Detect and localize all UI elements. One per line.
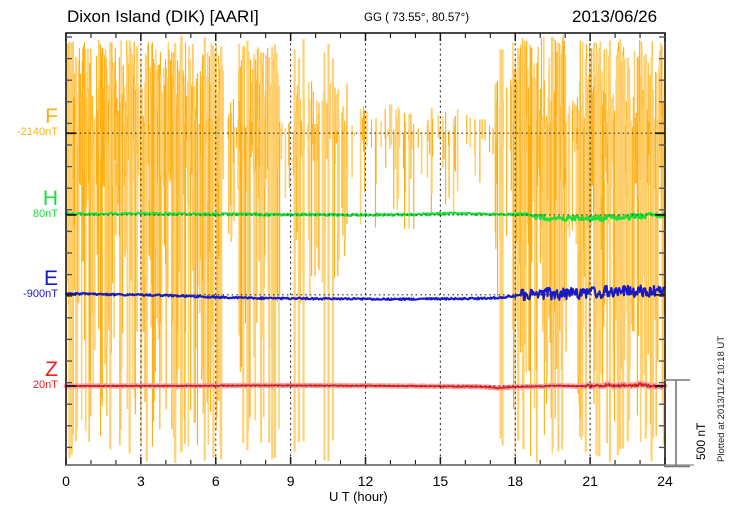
axis-symbol-H: H	[42, 186, 58, 210]
axis-value-E: -900nT	[23, 287, 58, 300]
xtick-label-15: 15	[433, 473, 449, 489]
axis-value-F: -2140nT	[17, 126, 58, 139]
x-axis-title: U T (hour)	[329, 489, 388, 504]
axis-symbol-F: F	[45, 105, 58, 129]
axis-symbol-E: E	[43, 266, 58, 290]
axis-value-H: 80nT	[32, 207, 58, 220]
scale-bar-label: 500 nT	[694, 423, 708, 461]
trace-F	[65, 35, 666, 463]
observation-date: 2013/06/26	[572, 7, 658, 26]
axis-label-Z: Z 20nT	[32, 357, 58, 392]
axis-label-H: H 80nT	[32, 186, 58, 221]
xtick-label-12: 12	[358, 473, 374, 489]
xtick-label-18: 18	[507, 473, 523, 489]
axis-value-Z: 20nT	[32, 378, 58, 391]
axis-label-E: E -900nT	[23, 266, 58, 301]
axis-label-F: F -2140nT	[17, 105, 58, 139]
axis-symbol-Z: Z	[45, 357, 58, 381]
xtick-label-24: 24	[657, 473, 673, 489]
xtick-label-0: 0	[62, 473, 70, 489]
trace-H	[64, 211, 667, 223]
page-title: Dixon Island (DIK) [AARI]	[67, 7, 259, 26]
geographic-coordinates-label: GG ( 73.55°, 80.57°)	[364, 12, 470, 24]
xtick-label-21: 21	[582, 473, 598, 489]
xtick-label-3: 3	[137, 473, 145, 489]
xtick-label-6: 6	[212, 473, 220, 489]
xtick-label-9: 9	[287, 473, 295, 489]
plotted-at-label: Plotted at 2013/11/2 10:18 UT	[716, 335, 727, 462]
